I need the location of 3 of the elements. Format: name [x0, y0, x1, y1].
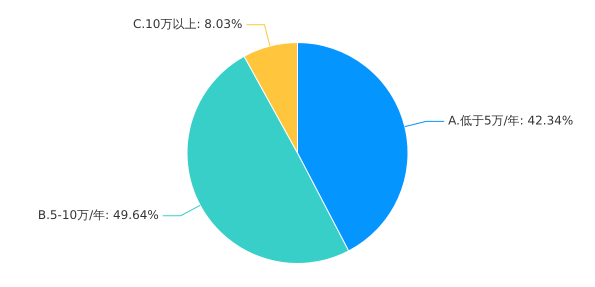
slice-label: B.5-10万/年: 49.64% [38, 208, 159, 222]
slice-label: A.低于5万/年: 42.34% [448, 114, 574, 128]
slice-label: C.10万以上: 8.03% [132, 16, 242, 31]
